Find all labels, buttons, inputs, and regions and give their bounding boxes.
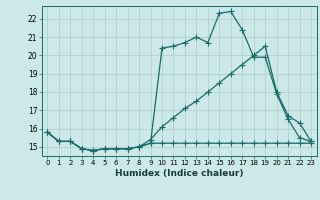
X-axis label: Humidex (Indice chaleur): Humidex (Indice chaleur) xyxy=(115,169,244,178)
